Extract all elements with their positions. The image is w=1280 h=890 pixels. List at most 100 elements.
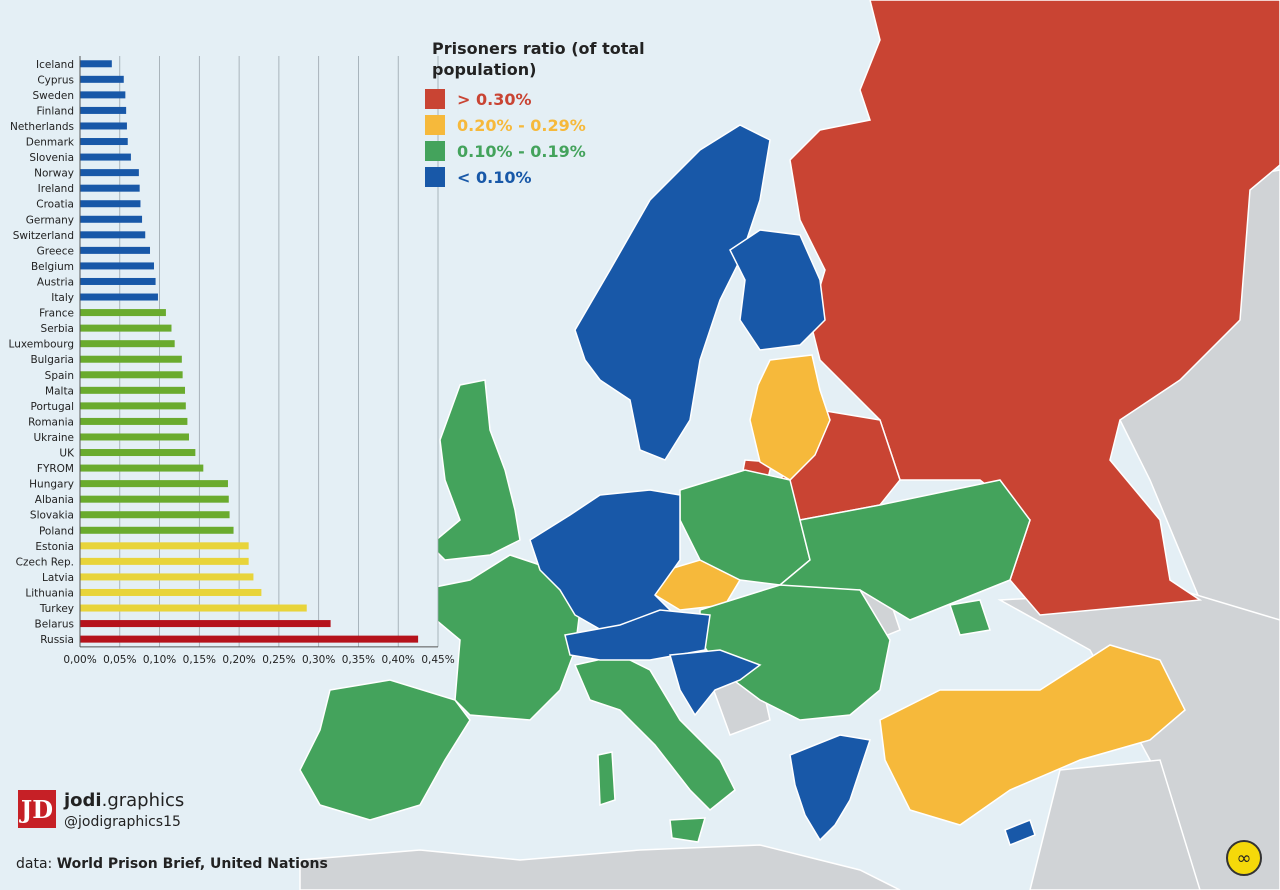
brand-logo-icon: JD bbox=[18, 790, 56, 828]
legend-item: > 0.30% bbox=[425, 88, 531, 110]
bar bbox=[80, 573, 254, 581]
bar bbox=[80, 75, 124, 83]
brand-name-rest: .graphics bbox=[101, 790, 185, 811]
country-benelux-germany bbox=[529, 489, 682, 641]
legend-swatch bbox=[425, 115, 445, 135]
category-label: Belgium bbox=[31, 261, 74, 273]
category-label: Finland bbox=[36, 105, 74, 117]
bar bbox=[80, 200, 141, 208]
category-label: Croatia bbox=[36, 199, 74, 211]
category-label: Czech Rep. bbox=[16, 556, 74, 568]
infinity-badge-icon: ∞ bbox=[1226, 840, 1262, 876]
bar bbox=[80, 371, 183, 379]
bar bbox=[80, 417, 188, 425]
legend-label: 0.10% - 0.19% bbox=[457, 141, 586, 161]
category-label: Russia bbox=[40, 634, 74, 646]
category-label: Bulgaria bbox=[30, 354, 74, 366]
brand-name: jodi.graphics bbox=[64, 790, 184, 811]
country-sardinia bbox=[597, 751, 616, 807]
category-label: FYROM bbox=[37, 463, 74, 475]
bar bbox=[80, 215, 143, 223]
category-label: Norway bbox=[34, 168, 74, 180]
bar bbox=[80, 262, 154, 270]
prison-ratio-bar-chart: 0,00% 0,05% 0,10% 0,15% 0,20% 0,25% 0,30% 0,35%… bbox=[9, 56, 455, 666]
category-label: Iceland bbox=[36, 59, 74, 71]
country-scandinavia bbox=[574, 124, 771, 461]
x-tick-label: 0,15% bbox=[183, 654, 216, 666]
category-label: Estonia bbox=[35, 541, 74, 553]
country-baltics bbox=[749, 354, 831, 481]
legend-label: < 0.10% bbox=[457, 167, 532, 187]
x-tick-label: 0,20% bbox=[222, 654, 255, 666]
legend-item: < 0.10% bbox=[425, 166, 531, 188]
category-label: Austria bbox=[37, 276, 74, 288]
bar bbox=[80, 495, 229, 503]
category-label: Turkey bbox=[39, 603, 74, 615]
category-label: Serbia bbox=[41, 323, 74, 335]
bar bbox=[80, 464, 204, 472]
category-label: Denmark bbox=[26, 137, 75, 149]
x-tick-label: 0,05% bbox=[103, 654, 136, 666]
x-tick-label: 0,10% bbox=[143, 654, 176, 666]
bar bbox=[80, 480, 228, 488]
country-croatia-slovenia bbox=[669, 649, 762, 717]
category-label: Cyprus bbox=[37, 74, 74, 86]
bar bbox=[80, 122, 127, 130]
x-tick-label: 0,00% bbox=[63, 654, 96, 666]
country-italy bbox=[573, 654, 736, 812]
country-cyprus bbox=[1004, 819, 1036, 846]
country-uk bbox=[428, 379, 521, 561]
bar bbox=[80, 231, 146, 239]
country-turkey bbox=[879, 644, 1186, 826]
bar bbox=[80, 635, 419, 643]
bar bbox=[80, 91, 126, 99]
category-label: Poland bbox=[39, 525, 74, 537]
bar bbox=[80, 324, 172, 332]
category-label: Ireland bbox=[38, 183, 74, 195]
bar bbox=[80, 557, 249, 565]
bar bbox=[80, 309, 166, 317]
category-label: Portugal bbox=[31, 401, 75, 413]
category-label: Sweden bbox=[33, 90, 75, 102]
bar bbox=[80, 433, 189, 441]
category-label: Belarus bbox=[35, 619, 74, 631]
country-finland bbox=[729, 229, 826, 351]
data-source-text: World Prison Brief, United Nations bbox=[56, 856, 328, 872]
bar bbox=[80, 277, 156, 285]
legend-item: 0.10% - 0.19% bbox=[425, 140, 586, 162]
category-label: France bbox=[39, 308, 74, 320]
bar bbox=[80, 542, 249, 550]
category-label: Latvia bbox=[42, 572, 74, 584]
bar bbox=[80, 246, 151, 254]
bar bbox=[80, 449, 196, 457]
x-tick-label: 0,40% bbox=[382, 654, 415, 666]
bar bbox=[80, 184, 140, 192]
category-label: Lithuania bbox=[25, 587, 74, 599]
category-label: Albania bbox=[35, 494, 74, 506]
bar bbox=[80, 526, 234, 534]
bar bbox=[80, 386, 186, 394]
category-label: UK bbox=[59, 448, 75, 460]
bar bbox=[80, 293, 158, 301]
bar bbox=[80, 153, 131, 161]
category-label: Slovenia bbox=[29, 152, 74, 164]
country-greece bbox=[789, 734, 871, 842]
legend-label: 0.20% - 0.29% bbox=[457, 115, 586, 135]
country-switzerland-austria bbox=[564, 609, 711, 661]
bar bbox=[80, 402, 186, 410]
bar bbox=[80, 138, 128, 146]
bar bbox=[80, 604, 307, 612]
legend-swatch bbox=[425, 167, 445, 187]
category-label: Spain bbox=[45, 370, 74, 382]
brand-handle: @jodigraphics15 bbox=[64, 814, 181, 830]
category-label: Germany bbox=[26, 214, 74, 226]
category-label: Luxembourg bbox=[9, 339, 74, 351]
legend-swatch bbox=[425, 141, 445, 161]
bar bbox=[80, 106, 127, 114]
country-crimea bbox=[949, 599, 991, 636]
category-label: Greece bbox=[37, 245, 74, 257]
country-iberia bbox=[299, 679, 471, 821]
category-label: Italy bbox=[51, 292, 74, 304]
bar bbox=[80, 511, 230, 519]
